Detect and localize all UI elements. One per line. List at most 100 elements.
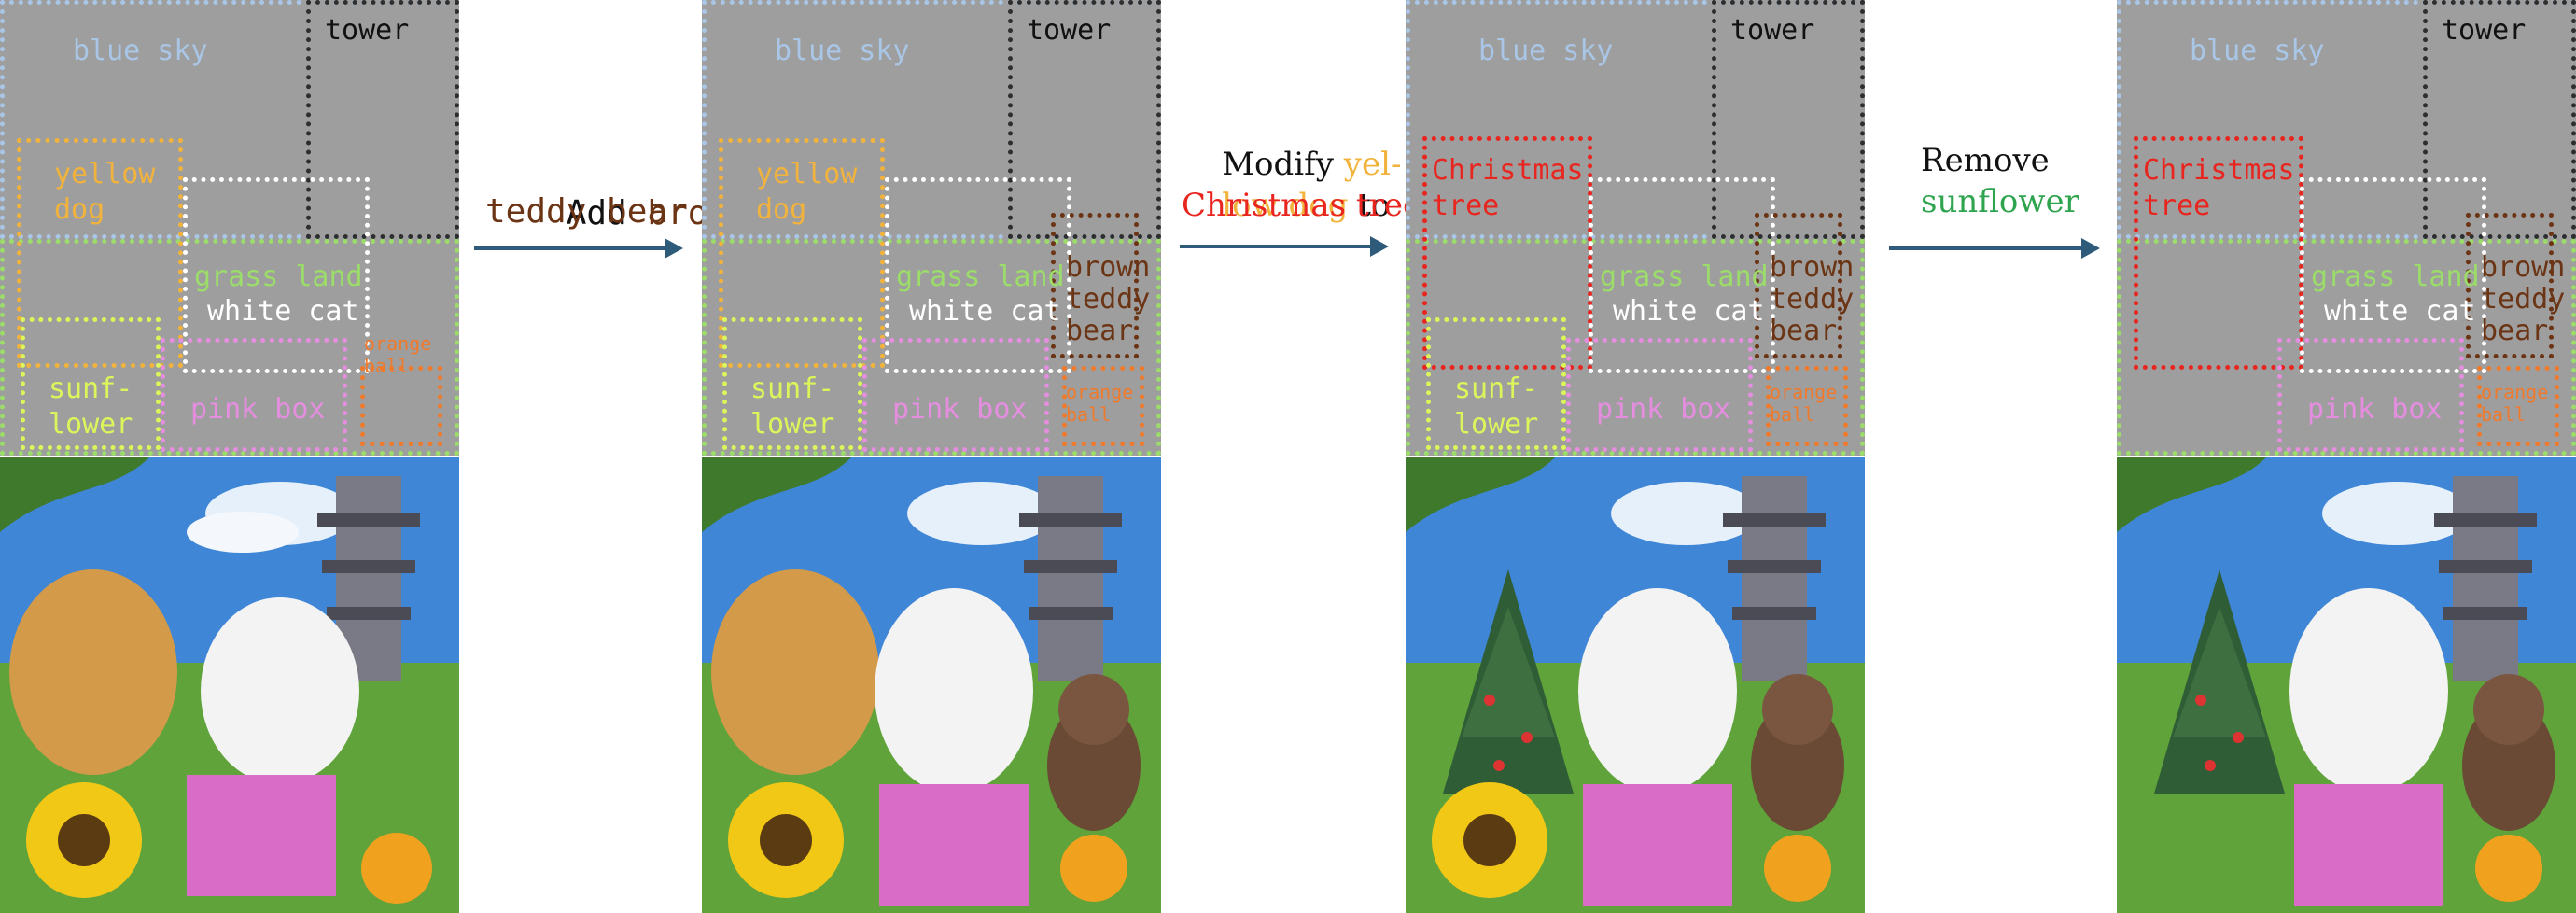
label-white-cat: white cat [2324,295,2476,328]
label-blue-sky: blue sky [2190,35,2325,67]
label-christmas-tree-2: tree [2143,190,2211,222]
orange-ball-box [1766,366,1848,446]
grass-land-box [1406,239,1865,456]
label-orange-ball: orange [1066,381,1134,403]
white-cat-box [885,177,1071,373]
label-tower: tower [325,14,410,47]
label-yellow-dog: yellow [54,158,156,190]
operation-remove: Remove sunflower [1883,140,2117,261]
white-cat-box [183,177,370,373]
tower-box [1008,0,1161,239]
modify-to: to [1348,187,1391,224]
label-tower: tower [2442,14,2527,47]
teddy-bear-box [2466,213,2554,358]
pink-box-box [2277,338,2464,452]
arrow-1 [474,238,683,259]
label-sunflower: sunf- [49,372,133,405]
label-pink-box: pink box [190,393,326,426]
label-orange-ball-2: ball [1770,403,1815,426]
pink-box-box [161,338,347,452]
label-sunflower: sunf- [750,372,835,405]
orange-ball-box [1062,366,1144,446]
tower-box [2423,0,2576,239]
orange-ball-box [360,366,442,446]
panel-original: blue sky tower yellow dog grass land whi… [0,0,459,913]
label-white-cat: white cat [1613,295,1765,328]
label-yellow-dog-2: dog [54,193,105,226]
teddy-bear-box [1051,213,1139,358]
label-blue-sky: blue sky [73,35,208,67]
label-teddy-bear-2: teddy [2481,283,2566,316]
label-orange-ball: orange [2481,381,2549,403]
label-teddy-bear-3: bear [1770,315,1838,347]
label-teddy-bear: brown [1066,251,1151,284]
label-tower: tower [1730,14,1815,47]
label-orange-ball-2: ball [2481,403,2527,426]
modify-old-object-2: low dog [1222,187,1349,224]
label-white-cat: white cat [207,295,359,328]
label-pink-box: pink box [1596,393,1731,426]
white-cat-box [2300,177,2486,373]
label-pink-box: pink box [892,393,1028,426]
label-teddy-bear: brown [2481,251,2566,284]
layout-map: blue sky tower yellow dog grass land whi… [0,0,459,456]
grass-land-box [0,239,459,456]
label-yellow-dog: yellow [756,158,858,190]
label-blue-sky: blue sky [1478,35,1614,67]
label-sunflower-2: lower [1454,408,1539,441]
sunflower-box [722,317,862,450]
label-white-cat: white cat [909,295,1061,328]
label-orange-ball: orange [364,332,432,355]
panel-add-teddy: blue sky tower yellow dog grass land whi… [702,0,1161,913]
arrow-3 [1889,238,2100,259]
white-cat-box [1589,177,1775,373]
sunflower-box [21,317,161,450]
label-grass-land: grass land [1600,260,1769,293]
orange-ball-box [2477,366,2559,446]
label-sunflower-2: lower [49,408,133,441]
label-christmas-tree: Christmas [2143,154,2295,187]
label-tower: tower [1027,14,1112,47]
operation-modify: Modify yel- low dog to Christmas tree [1172,103,1421,261]
pink-box-box [1566,338,1753,452]
layout-map: blue sky tower Christmas tree grass land… [2117,0,2576,456]
modify-verb: Modify [1222,146,1344,183]
label-yellow-dog-2: dog [756,193,807,226]
grass-land-box [702,239,1161,456]
generated-image [2117,457,2576,913]
yellow-dog-box [719,138,885,368]
label-teddy-bear-3: bear [2481,315,2549,347]
layout-map: blue sky tower yellow dog grass land whi… [702,0,1161,456]
modify-old-object: yel- [1343,146,1402,183]
panel-modify-tree: blue sky tower Christmas tree grass land… [1406,0,1865,913]
operation-add: Add brown teddy bear [467,149,749,261]
label-teddy-bear-2: teddy [1770,283,1855,316]
label-sunflower-2: lower [750,408,835,441]
label-orange-ball-2: ball [1066,403,1112,426]
label-christmas-tree-2: tree [1432,190,1500,222]
yellow-dog-box [17,138,183,368]
label-grass-land: grass land [896,260,1065,293]
modify-new-object: Christmas tree [1182,187,1422,224]
label-orange-ball-2: ball [364,355,410,377]
label-grass-land: grass land [2311,260,2480,293]
label-teddy-bear-3: bear [1066,315,1134,347]
label-teddy-bear-2: teddy [1066,283,1151,316]
grass-land-box [2117,239,2576,456]
remove-verb: Remove [1921,142,2050,179]
label-christmas-tree: Christmas [1432,154,1584,187]
remove-object: sunflower [1921,183,2079,220]
label-blue-sky: blue sky [775,35,910,67]
teddy-bear-box [1755,213,1842,358]
sunflower-box [1426,317,1566,450]
label-sunflower: sunf- [1454,372,1539,405]
pink-box-box [862,338,1049,452]
add-object-2: teddy bear [485,192,688,231]
tower-box [306,0,459,239]
label-grass-land: grass land [194,260,363,293]
generated-image [1406,457,1865,913]
label-pink-box: pink box [2307,393,2443,426]
generated-image [702,457,1161,913]
label-teddy-bear: brown [1770,251,1855,284]
layout-map: blue sky tower Christmas tree grass land… [1406,0,1865,456]
